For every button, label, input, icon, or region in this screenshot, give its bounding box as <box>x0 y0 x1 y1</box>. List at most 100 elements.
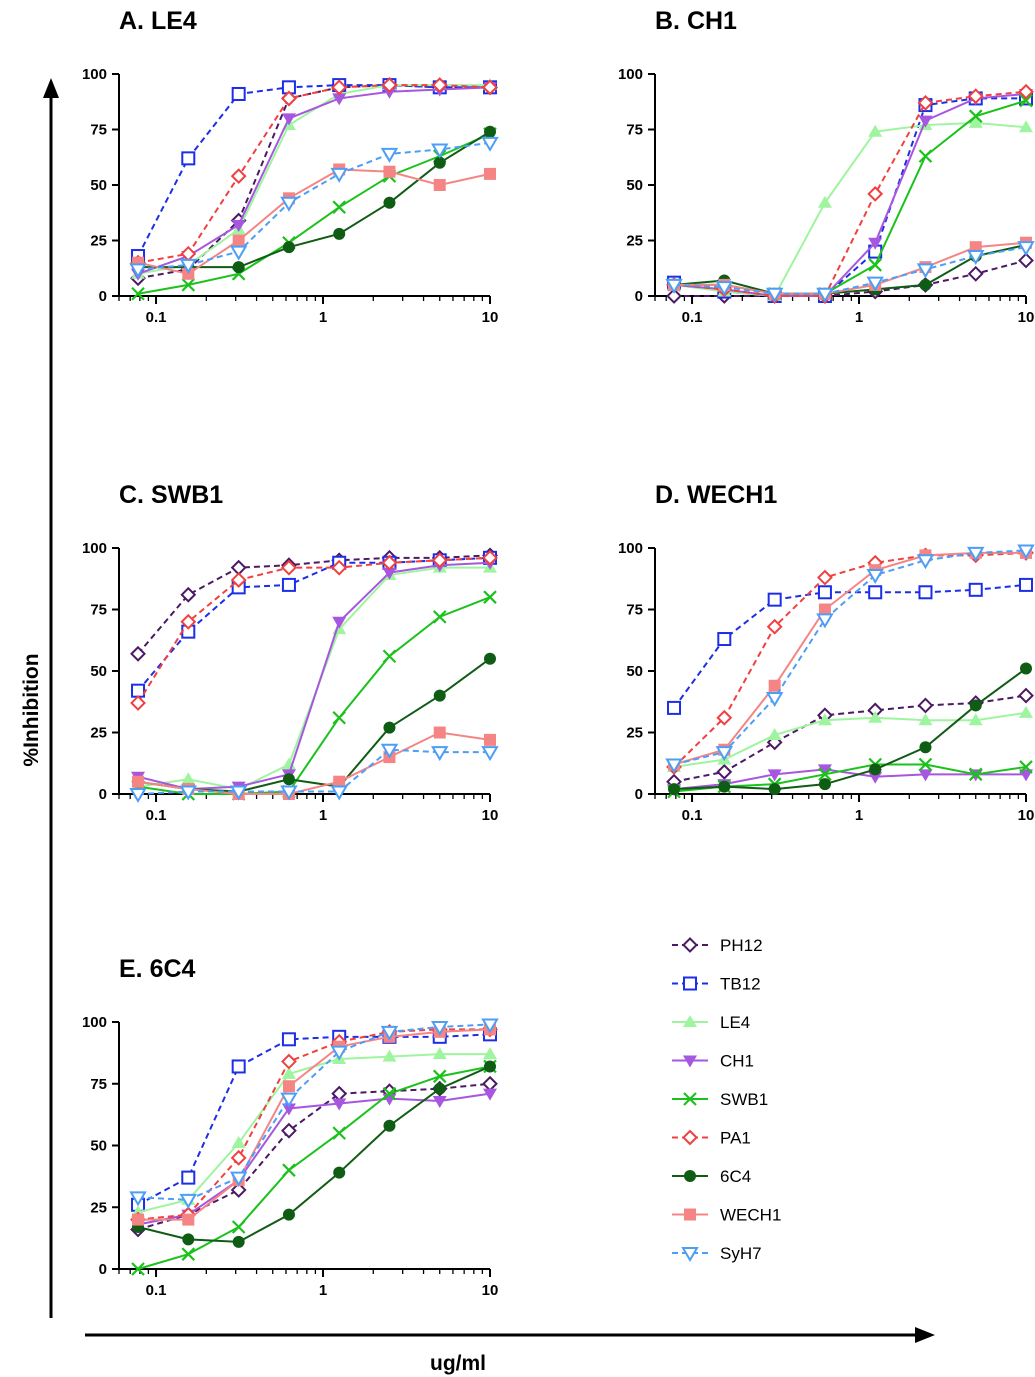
series-syh7 <box>665 241 1035 303</box>
series-line-swb1 <box>137 133 491 295</box>
data-point-syh7 <box>380 147 399 163</box>
data-point-syh7 <box>280 1092 298 1108</box>
data-point-syh7 <box>229 1171 248 1187</box>
legend-label: PH12 <box>720 936 763 955</box>
series-line-le4 <box>673 711 1027 768</box>
y-tick-label: 50 <box>90 1138 107 1155</box>
data-point-syh7 <box>681 1247 699 1262</box>
data-point-6c4 <box>333 1166 346 1179</box>
data-point-6c4 <box>684 1170 696 1182</box>
data-point-swb1 <box>968 109 983 123</box>
series-tb12 <box>667 577 1033 715</box>
data-point-syh7 <box>481 746 499 762</box>
x-tick-label: 0.1 <box>682 309 703 326</box>
y-axis-arrow <box>43 78 59 1318</box>
data-point-tb12 <box>817 585 832 600</box>
y-tick-label: 100 <box>82 540 107 557</box>
series-line-pa1 <box>673 90 1027 297</box>
data-point-wech1 <box>182 1213 195 1226</box>
data-point-syh7 <box>430 746 449 762</box>
data-point-tb12 <box>231 86 246 101</box>
data-point-syh7 <box>715 746 734 762</box>
data-point-syh7 <box>1017 544 1035 560</box>
data-point-tb12 <box>281 1032 296 1047</box>
data-point-6c4 <box>282 241 295 254</box>
x-axis-arrow <box>85 1327 935 1343</box>
data-point-6c4 <box>484 1060 496 1073</box>
data-point-le4 <box>483 1047 497 1060</box>
data-point-pa1 <box>381 77 398 94</box>
y-tick-label: 0 <box>99 786 107 803</box>
data-point-swb1 <box>131 1262 145 1276</box>
data-point-pa1 <box>716 709 733 726</box>
data-point-pa1 <box>281 1053 297 1070</box>
data-point-tb12 <box>868 585 883 600</box>
y-tick-label: 75 <box>90 122 107 139</box>
data-point-6c4 <box>1020 662 1032 675</box>
data-point-le4 <box>817 195 832 208</box>
data-point-ch1 <box>817 764 832 777</box>
data-point-le4 <box>968 115 983 128</box>
y-tick-label: 0 <box>635 288 643 305</box>
data-point-pa1 <box>766 618 783 635</box>
data-point-6c4 <box>333 227 346 240</box>
legend-label: SyH7 <box>720 1244 762 1263</box>
data-point-tb12 <box>181 1170 196 1185</box>
data-point-syh7 <box>816 613 834 629</box>
data-point-ch1 <box>868 771 883 784</box>
data-point-swb1 <box>332 1126 346 1140</box>
data-point-le4 <box>1019 705 1033 718</box>
series-line-swb1 <box>674 99 1027 295</box>
data-point-ch1 <box>683 1055 697 1068</box>
panel-3: C. SWB1 0 25 50 75 100 0.1 1 10 <box>82 481 499 824</box>
legend-label: WECH1 <box>720 1206 781 1225</box>
x-tick-label: 10 <box>1018 807 1035 824</box>
series-pa1 <box>666 545 1034 775</box>
data-point-ph12 <box>1018 687 1034 704</box>
data-point-ch1 <box>1019 769 1033 782</box>
series-line-ch1 <box>673 92 1027 297</box>
y-tick-label: 25 <box>90 725 107 742</box>
data-point-le4 <box>281 1066 296 1079</box>
series-line-6c4 <box>137 1065 491 1243</box>
legend-item-ph12: PH12 <box>672 936 763 955</box>
data-point-ph12 <box>281 1122 297 1139</box>
data-point-6c4 <box>383 1119 396 1132</box>
series-line-6c4 <box>673 243 1027 295</box>
series-line-ph12 <box>137 554 491 655</box>
data-point-syh7 <box>280 196 298 212</box>
data-point-swb1 <box>818 767 832 782</box>
data-point-swb1 <box>1019 93 1033 108</box>
series-line-wech1 <box>138 1028 491 1221</box>
data-point-le4 <box>181 772 196 785</box>
data-point-6c4 <box>668 783 681 796</box>
data-point-ch1 <box>483 1088 497 1101</box>
data-point-6c4 <box>484 125 496 138</box>
data-point-le4 <box>432 1047 447 1060</box>
data-point-tb12 <box>767 592 782 607</box>
legend-item-tb12: TB12 <box>672 975 761 994</box>
series-wech1 <box>668 546 1032 771</box>
panel-1: A. LE4 0 25 50 75 100 0.1 1 10 <box>82 7 499 326</box>
data-point-pa1 <box>967 88 984 105</box>
data-point-ch1 <box>432 1096 447 1109</box>
data-point-ch1 <box>918 769 933 782</box>
data-point-syh7 <box>966 546 985 562</box>
data-point-6c4 <box>182 1233 195 1246</box>
y-tick-label: 25 <box>90 1199 107 1216</box>
y-tick-label: 75 <box>626 602 643 619</box>
data-point-syh7 <box>665 278 683 294</box>
data-point-swb1 <box>1019 760 1033 774</box>
data-point-swb1 <box>432 610 447 624</box>
data-point-syh7 <box>179 785 198 801</box>
data-point-le4 <box>767 727 782 740</box>
y-tick-label: 100 <box>82 66 107 83</box>
series-line-swb1 <box>137 1065 491 1270</box>
series-syh7 <box>665 544 1035 774</box>
data-point-6c4 <box>232 261 245 274</box>
data-point-ch1 <box>868 237 883 250</box>
data-point-pa1 <box>682 1129 698 1146</box>
data-point-syh7 <box>330 167 348 183</box>
data-point-pa1 <box>130 695 146 711</box>
data-point-le4 <box>817 713 832 726</box>
